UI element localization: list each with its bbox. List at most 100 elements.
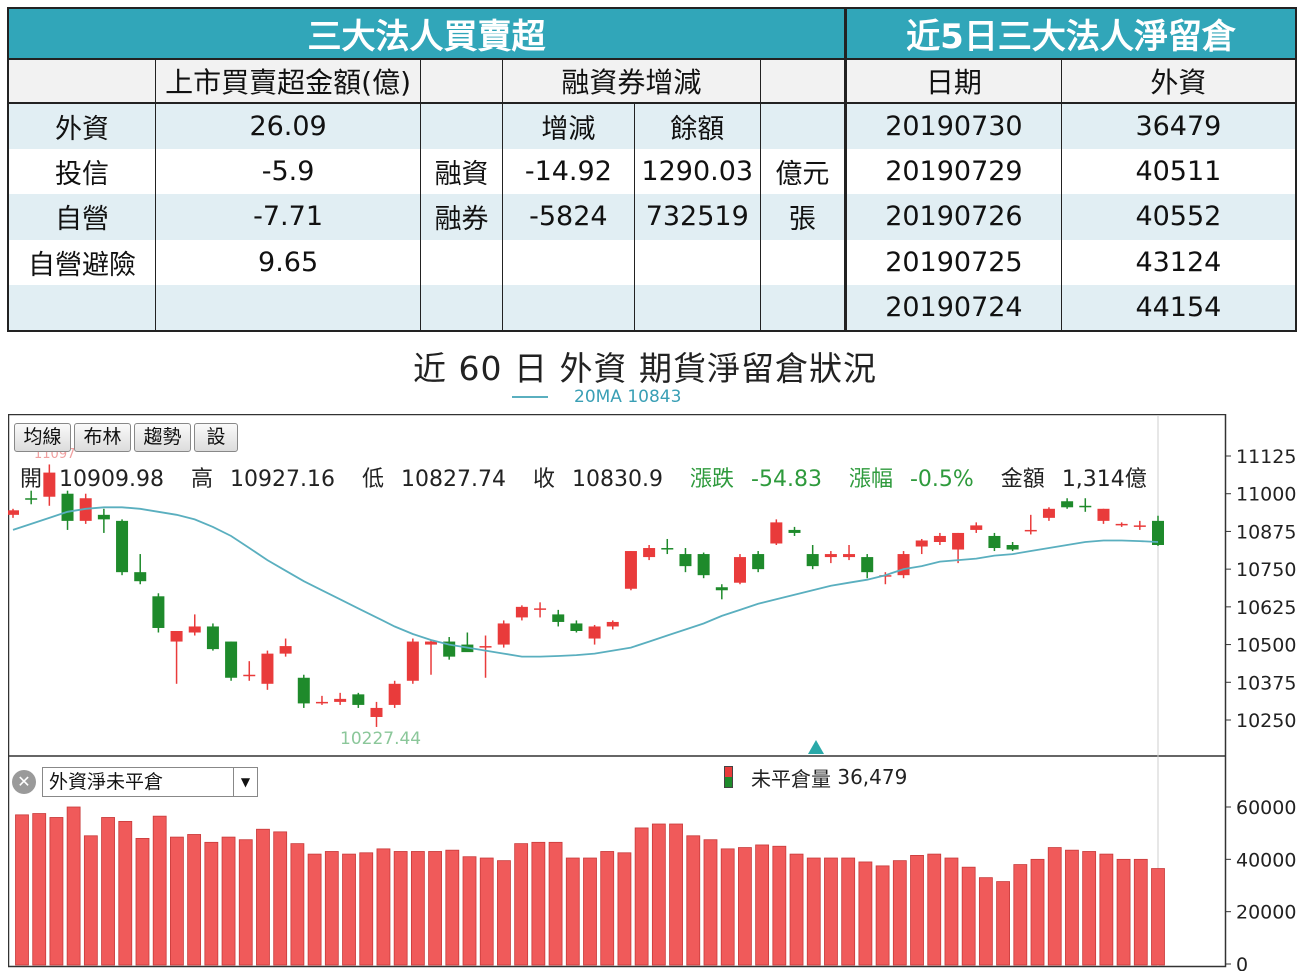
price-tick-label: 10750 <box>1236 559 1296 581</box>
candle-body <box>243 674 256 677</box>
chart-svg: 10250 10375 10500 10625 10750 10875 11000 11125… <box>8 414 1296 971</box>
row-date: 20190729 <box>846 148 1062 194</box>
candle-body <box>588 626 601 639</box>
row-margin-label <box>420 239 503 285</box>
candle-body <box>661 548 674 550</box>
candle-body <box>988 535 1001 549</box>
head-foreign: 外資 <box>1061 59 1296 104</box>
oi-bar <box>393 851 408 966</box>
candle-body <box>8 510 19 515</box>
price-tick-label: 11000 <box>1236 484 1296 506</box>
candle-body <box>134 572 147 582</box>
oi-bar <box>772 845 787 966</box>
oi-bar <box>204 841 219 966</box>
candle-body <box>1061 501 1074 508</box>
ma-legend: 20MA 10843 <box>512 386 681 408</box>
series-select[interactable]: 外資淨未平倉 ▼ <box>42 767 258 797</box>
candle-body <box>1006 545 1019 550</box>
row-foreign: 43124 <box>1061 239 1296 285</box>
head-empty <box>420 59 503 104</box>
amount-label: 金額 <box>1000 467 1045 492</box>
oi-bar <box>256 828 270 966</box>
candle-body <box>1133 525 1146 527</box>
candle-body <box>770 522 783 544</box>
close-value: 10830.9 <box>572 467 663 492</box>
row-unit: 張 <box>760 194 845 240</box>
oi-bar <box>187 834 202 966</box>
oi-bar <box>273 831 288 966</box>
price-tick-label: 10625 <box>1236 597 1296 619</box>
oi-bar <box>1065 849 1079 966</box>
oi-bar <box>910 855 924 966</box>
row-label: 投信 <box>8 148 156 194</box>
candle-body <box>679 554 692 567</box>
row-date: 20190730 <box>846 103 1062 149</box>
open-label: 開 <box>20 467 43 492</box>
candle-body <box>534 608 547 610</box>
candle-body <box>315 701 328 704</box>
bollinger-button[interactable]: 布林 <box>74 423 131 452</box>
candle-body <box>843 554 856 558</box>
candle-body <box>970 525 983 530</box>
candle-body <box>188 626 201 633</box>
row-change <box>502 285 635 331</box>
candle-body <box>733 557 746 583</box>
oi-bar <box>583 857 597 966</box>
oi-bar <box>32 813 47 966</box>
oi-bar <box>135 837 150 966</box>
row-change <box>502 239 635 285</box>
oi-bar <box>944 857 959 966</box>
open-value: 10909.98 <box>59 467 164 492</box>
price-tick-label: 10375 <box>1236 672 1296 694</box>
change-value: -54.83 <box>751 467 822 492</box>
row-change: -5824 <box>502 194 635 240</box>
trend-button[interactable]: 趨勢 <box>134 423 191 452</box>
candle-body <box>261 653 274 684</box>
oi-bar <box>978 877 993 966</box>
close-icon[interactable]: ✕ <box>12 770 36 794</box>
candle-body <box>715 587 728 591</box>
candle-body <box>497 623 510 645</box>
candle-body <box>334 698 347 702</box>
price-tick-label: 10500 <box>1236 635 1296 657</box>
ohlc-info: 開 10909.98 高 10927.16 低 10827.74 收 10830… <box>20 461 1167 492</box>
oi-bar <box>1013 864 1028 966</box>
oi-bar <box>651 823 666 966</box>
candle-body <box>952 532 965 550</box>
oi-bar <box>961 866 976 966</box>
candle-body <box>697 554 710 576</box>
row-balance <box>634 239 761 285</box>
oi-bar <box>617 852 632 966</box>
oi-bar <box>824 857 838 966</box>
left-table-title: 三大法人買賣超 <box>8 8 845 60</box>
oi-bar <box>1099 853 1114 966</box>
row-foreign: 36479 <box>1061 103 1296 149</box>
row-margin-label <box>420 103 503 149</box>
candle-body <box>352 694 365 705</box>
settings-button[interactable]: 設 <box>194 423 238 452</box>
oi-bar <box>927 853 942 966</box>
oi-bar <box>479 857 494 966</box>
oi-bar <box>1151 868 1165 966</box>
oi-bar <box>66 806 81 966</box>
oi-bar <box>410 851 425 966</box>
chevron-down-icon[interactable]: ▼ <box>233 768 257 796</box>
row-label: 自營 <box>8 194 156 240</box>
oi-bar <box>600 851 615 966</box>
row-balance: 732519 <box>634 194 761 240</box>
row-margin-label: 融券 <box>420 194 503 240</box>
row-amount <box>155 285 422 331</box>
oi-bar <box>376 848 391 966</box>
oi-bar <box>101 817 115 966</box>
row-date: 20190724 <box>846 285 1062 331</box>
oi-bar <box>789 853 804 966</box>
oi-bar <box>462 856 477 966</box>
row-label: 自營避險 <box>8 239 156 285</box>
candle-body <box>152 596 165 628</box>
chart-panel: 10250 10375 10500 10625 10750 10875 11000 11125… <box>8 414 1298 971</box>
row-label <box>8 285 156 331</box>
oi-bar <box>703 839 718 966</box>
candle-body <box>406 641 419 681</box>
ma-button[interactable]: 均線 <box>14 423 71 452</box>
candle-body <box>897 554 910 576</box>
